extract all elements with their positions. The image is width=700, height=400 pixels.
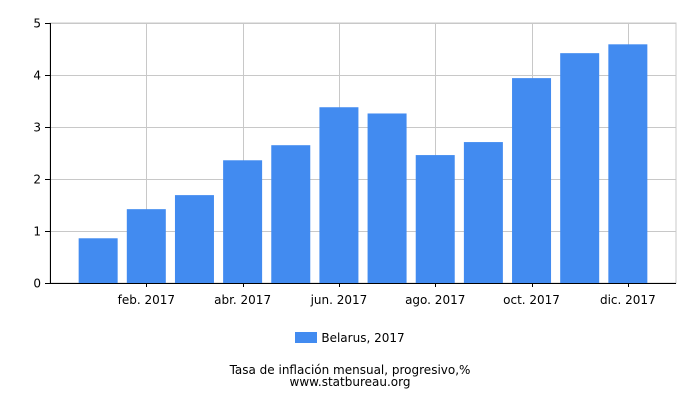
bar [126, 209, 166, 283]
bar [174, 195, 214, 283]
x-tick-label: abr. 2017 [214, 293, 271, 307]
legend: Belarus, 2017 [0, 331, 700, 345]
bar [271, 145, 311, 283]
y-tick-label: 3 [33, 121, 41, 135]
bar [512, 78, 552, 284]
x-tick-label: dic. 2017 [600, 293, 656, 307]
bar [560, 53, 600, 283]
x-tick-label: jun. 2017 [310, 293, 368, 307]
legend-swatch [295, 332, 318, 343]
x-tick-label: oct. 2017 [503, 293, 560, 307]
x-tick-label: ago. 2017 [405, 293, 465, 307]
y-tick-label: 0 [33, 277, 41, 291]
bar [78, 238, 118, 283]
legend-label: Belarus, 2017 [321, 331, 405, 345]
y-tick-label: 5 [33, 17, 41, 31]
x-tick-label: feb. 2017 [118, 293, 175, 307]
chart-title: Tasa de inflación mensual, progresivo,% [229, 363, 471, 377]
bar [319, 107, 359, 284]
bar-chart: 0 1 2 3 4 5 feb. 2017 abr. 2017 jun. 2017 ago. 20… [33, 17, 677, 307]
y-tick-label: 1 [33, 225, 41, 239]
bar [367, 113, 407, 283]
bar [608, 44, 648, 283]
bar [223, 160, 263, 283]
bar [463, 142, 503, 283]
source-link[interactable]: www.statbureau.org [289, 375, 411, 389]
y-tick-label: 4 [33, 69, 41, 83]
bar [415, 155, 455, 283]
y-tick-label: 2 [33, 173, 41, 187]
